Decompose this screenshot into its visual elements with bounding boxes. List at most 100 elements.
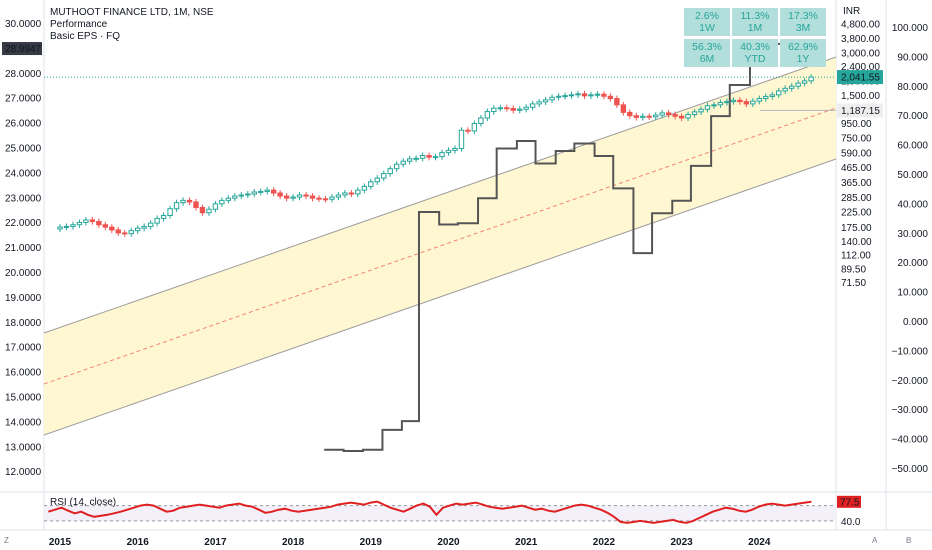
candle-body <box>89 219 96 223</box>
perf-tile-period: 3M <box>795 22 811 34</box>
auto-scale-button[interactable]: A <box>872 536 878 545</box>
eps-step-line <box>324 41 808 453</box>
time-axis-tick: 2024 <box>748 537 771 548</box>
level-label: 1,187.15 <box>841 106 880 117</box>
left-axis-tick: 25.0000 <box>5 144 42 155</box>
last-price-label: 2,041.55 <box>841 73 880 84</box>
candle-body <box>225 197 232 201</box>
price-axis-tick: 285.00 <box>841 193 872 204</box>
perf-axis-tick: −30.000 <box>892 405 929 416</box>
perf-axis-tick: −10.000 <box>892 346 929 357</box>
perf-tile-6m: 56.3% 6M <box>684 39 730 67</box>
scale-options-button[interactable]: B <box>906 536 912 545</box>
price-axis-tick: 140.00 <box>841 237 872 248</box>
price-axis-tick: 2,400.00 <box>841 62 880 73</box>
candle-body <box>309 195 316 199</box>
candle-body <box>549 96 555 101</box>
candle-body <box>704 105 711 110</box>
left-axis-tick: 21.0000 <box>5 243 42 254</box>
price-axis-tick: 950.00 <box>841 119 872 130</box>
left-axis-tick: 18.0000 <box>5 318 42 329</box>
candle-body <box>568 94 575 97</box>
perf-tile-value: 2.6% <box>695 10 719 22</box>
candle-body <box>180 199 186 204</box>
candle-body <box>620 104 627 113</box>
candle-body <box>523 106 529 110</box>
price-axis-tick: 750.00 <box>841 134 872 145</box>
perf-tile-value: 11.3% <box>740 10 770 22</box>
candle-body <box>517 108 523 111</box>
perf-axis-tick: 40.000 <box>897 199 928 210</box>
time-axis-tick: 2017 <box>204 537 227 548</box>
candle-body <box>393 163 400 170</box>
zoom-button[interactable]: Z <box>4 536 9 545</box>
candle-body <box>588 94 594 97</box>
candle-body <box>141 225 147 229</box>
candle-body <box>562 95 568 98</box>
perf-axis-tick: 30.000 <box>897 229 928 240</box>
candle-body <box>665 112 672 116</box>
perf-axis-tick: 90.000 <box>897 52 928 63</box>
left-axis-tick: 20.0000 <box>5 268 42 279</box>
rsi-label: RSI (14, close) <box>50 497 116 508</box>
left-axis-tick: 26.0000 <box>5 119 42 130</box>
candle-body <box>303 194 309 197</box>
candle-body <box>445 149 452 154</box>
candle-body <box>484 111 491 119</box>
candle-body <box>601 93 607 97</box>
candle-body <box>724 101 730 104</box>
rsi-line <box>48 500 812 524</box>
candle-body <box>128 230 134 235</box>
candle-body <box>167 208 173 217</box>
candle-body <box>135 227 141 232</box>
candle-body <box>283 195 290 199</box>
candle-body <box>782 87 788 92</box>
left-axis-tick: 13.0000 <box>5 442 42 453</box>
price-axis-tick: 225.00 <box>841 208 872 219</box>
candle-body <box>801 80 808 84</box>
candle-body <box>581 93 588 97</box>
time-axis-tick: 2019 <box>360 537 383 548</box>
rsi-current-label: 77.5 <box>840 497 860 508</box>
candle-body <box>756 98 762 102</box>
candle-body <box>795 82 801 87</box>
perf-axis-tick: 100.000 <box>892 23 929 34</box>
candle-body <box>808 76 814 82</box>
candle-body <box>542 99 549 103</box>
left-axis-tick: 14.0000 <box>5 417 42 428</box>
candle-body <box>76 221 83 226</box>
candle-body <box>711 104 717 107</box>
price-axis-tick: 3,000.00 <box>841 48 880 59</box>
candle-body <box>691 111 698 116</box>
perf-tile-period: 1M <box>747 22 763 34</box>
candle-body <box>206 208 212 214</box>
candle-body <box>160 215 167 219</box>
candle-body <box>737 99 743 103</box>
candle-body <box>193 201 199 208</box>
perf-axis-tick: −40.000 <box>892 435 929 446</box>
candle-body <box>251 191 257 195</box>
candle-body <box>789 85 795 89</box>
candle-body <box>199 206 206 214</box>
candle-body <box>536 101 542 105</box>
candle-body <box>575 93 581 96</box>
candle-body <box>633 115 640 118</box>
candle-body <box>685 114 691 119</box>
candle-body <box>419 155 426 159</box>
channel-fill <box>44 57 836 435</box>
price-axis-unit: INR <box>843 6 860 17</box>
candle-body <box>277 192 283 197</box>
candle-body <box>452 147 458 151</box>
left-axis-tick: 15.0000 <box>5 393 42 404</box>
perf-tile-period: 1W <box>699 22 715 34</box>
time-axis-tick: 2018 <box>282 537 305 548</box>
left-axis-tick: 12.0000 <box>5 467 42 478</box>
candle-body <box>57 226 63 230</box>
perf-axis-tick: 50.000 <box>897 170 928 181</box>
candle-body <box>672 114 678 117</box>
candle-body <box>698 108 704 113</box>
candle-body <box>387 168 393 175</box>
price-axis-tick: 89.50 <box>841 264 866 275</box>
candle-body <box>219 199 225 205</box>
